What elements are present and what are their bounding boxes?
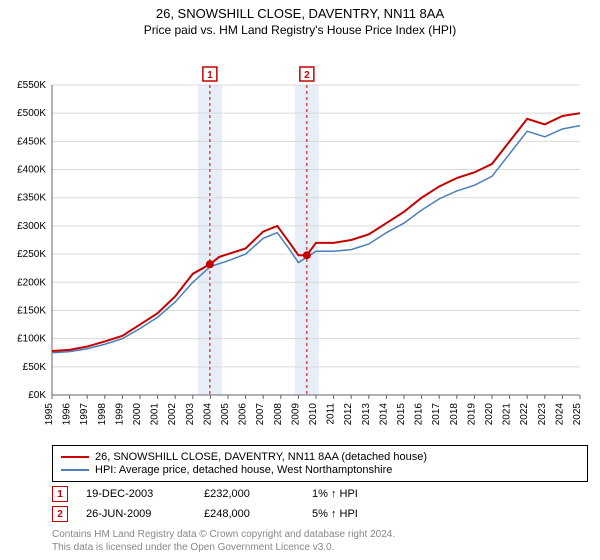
svg-text:1998: 1998 [97, 403, 108, 426]
marker-badge-1: 1 [52, 486, 68, 502]
svg-text:2025: 2025 [572, 403, 583, 426]
svg-text:2014: 2014 [378, 403, 389, 426]
svg-text:£0K: £0K [28, 390, 46, 401]
marker-price-2: £248,000 [204, 508, 294, 520]
marker-pct-1: 1% ↑ HPI [312, 488, 358, 500]
svg-text:2013: 2013 [361, 403, 372, 426]
svg-text:1: 1 [207, 70, 213, 81]
chart-title-line1: 26, SNOWSHILL CLOSE, DAVENTRY, NN11 8AA [0, 0, 600, 21]
legend-swatch-hpi [61, 469, 89, 471]
svg-text:2019: 2019 [466, 403, 477, 426]
marker-row-1: 1 19-DEC-2003 £232,000 1% ↑ HPI [52, 486, 600, 502]
svg-text:£550K: £550K [17, 80, 46, 91]
svg-text:2: 2 [304, 70, 310, 81]
svg-text:2002: 2002 [167, 403, 178, 426]
svg-text:£350K: £350K [17, 193, 46, 204]
svg-text:2015: 2015 [396, 403, 407, 426]
svg-text:1996: 1996 [62, 403, 73, 426]
svg-text:2017: 2017 [431, 403, 442, 426]
svg-text:2001: 2001 [150, 403, 161, 426]
svg-text:£250K: £250K [17, 249, 46, 260]
marker-price-1: £232,000 [204, 488, 294, 500]
svg-text:2020: 2020 [484, 403, 495, 426]
svg-text:2018: 2018 [449, 403, 460, 426]
svg-text:2007: 2007 [255, 403, 266, 426]
svg-text:£100K: £100K [17, 334, 46, 345]
svg-text:2000: 2000 [132, 403, 143, 426]
legend: 26, SNOWSHILL CLOSE, DAVENTRY, NN11 8AA … [52, 445, 588, 482]
svg-text:2022: 2022 [519, 403, 530, 426]
line-chart: £0K £50K £100K £150K £200K £250K £300K £350K £40… [0, 37, 600, 441]
svg-text:£500K: £500K [17, 108, 46, 119]
svg-text:2011: 2011 [326, 403, 337, 425]
svg-text:£50K: £50K [23, 362, 47, 373]
legend-swatch-property [61, 456, 89, 458]
marker-row-2: 2 26-JUN-2009 £248,000 5% ↑ HPI [52, 506, 600, 522]
svg-text:2021: 2021 [502, 403, 513, 426]
svg-text:2004: 2004 [202, 403, 213, 426]
legend-label-hpi: HPI: Average price, detached house, West… [95, 464, 392, 476]
svg-text:£450K: £450K [17, 136, 46, 147]
footnote-line2: This data is licensed under the Open Gov… [52, 541, 600, 554]
svg-text:2006: 2006 [238, 403, 249, 426]
svg-text:£200K: £200K [17, 277, 46, 288]
marker-date-1: 19-DEC-2003 [86, 488, 186, 500]
marker-date-2: 26-JUN-2009 [86, 508, 186, 520]
footnote-line1: Contains HM Land Registry data © Crown c… [52, 528, 600, 541]
svg-text:2024: 2024 [554, 403, 565, 426]
svg-text:£400K: £400K [17, 165, 46, 176]
svg-text:£300K: £300K [17, 221, 46, 232]
svg-text:2009: 2009 [290, 403, 301, 426]
chart-title-line2: Price paid vs. HM Land Registry's House … [0, 23, 600, 37]
marker-badge-2: 2 [52, 506, 68, 522]
svg-text:2023: 2023 [537, 403, 548, 426]
svg-text:1997: 1997 [79, 403, 90, 426]
svg-text:£150K: £150K [17, 305, 46, 316]
svg-text:1995: 1995 [44, 403, 55, 426]
svg-text:2010: 2010 [308, 403, 319, 426]
svg-text:1999: 1999 [114, 403, 125, 426]
svg-text:2008: 2008 [273, 403, 284, 426]
svg-text:2012: 2012 [343, 403, 354, 426]
svg-text:2005: 2005 [220, 403, 231, 426]
footnote: Contains HM Land Registry data © Crown c… [52, 528, 600, 554]
legend-label-property: 26, SNOWSHILL CLOSE, DAVENTRY, NN11 8AA … [95, 451, 427, 463]
svg-text:2003: 2003 [185, 403, 196, 426]
svg-text:2016: 2016 [414, 403, 425, 426]
marker-pct-2: 5% ↑ HPI [312, 508, 358, 520]
